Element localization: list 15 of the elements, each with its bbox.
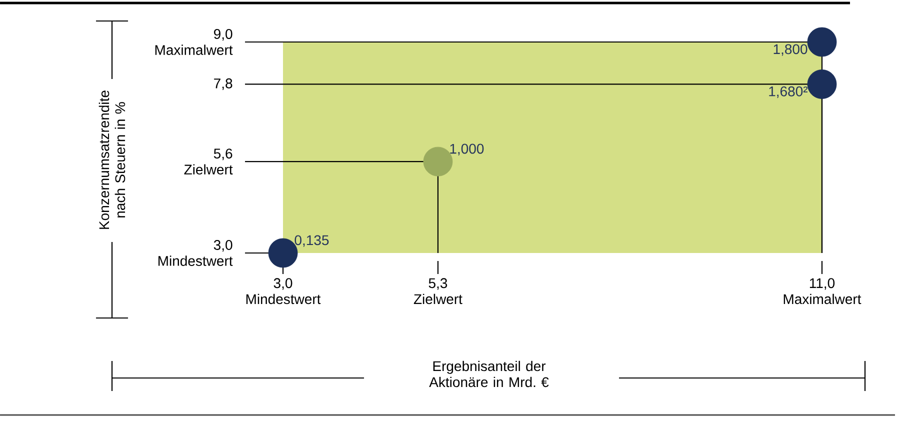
y-tick-label: 3,0 Mindestwert <box>158 240 233 266</box>
y-tick-label: 9,0 Maximalwert <box>155 29 233 55</box>
y-tick-label: 5,6 Zielwert <box>184 148 233 175</box>
y-axis-title: Konzernumsatzrendite nach Steuern in % <box>98 90 126 229</box>
x-tick-label: 5,3 Zielwert <box>414 278 462 304</box>
y-tick-label: 7,8 <box>214 78 232 90</box>
point <box>807 70 837 99</box>
x-axis-title: Ergebnisanteil der Aktionäre in Mrd. € <box>429 360 549 388</box>
x-tick-label: 11,0 Maximalwert <box>784 278 862 304</box>
annotation: 0,135 <box>294 235 329 247</box>
point <box>807 27 837 57</box>
annotation: 1,000 <box>450 144 484 156</box>
annotation: 1,680² <box>769 86 808 98</box>
annotation: 1,800 <box>774 44 808 56</box>
x-tick-label: 3,0 Mindestwert <box>246 278 321 304</box>
